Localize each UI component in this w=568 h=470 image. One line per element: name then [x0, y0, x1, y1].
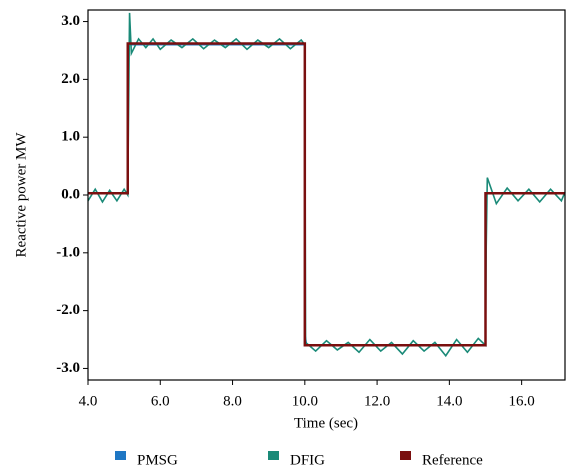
x-tick-label: 16.0 [509, 393, 535, 409]
legend-swatch [400, 451, 411, 460]
legend-label: PMSG [137, 452, 178, 468]
x-tick-label: 10.0 [292, 393, 318, 409]
x-tick-label: 6.0 [151, 393, 170, 409]
legend-swatch [115, 451, 126, 460]
x-tick-label: 14.0 [436, 393, 462, 409]
x-tick-label: 4.0 [79, 393, 98, 409]
series-line [87, 12, 566, 358]
plot-frame [87, 9, 566, 381]
x-tick-label: 8.0 [223, 393, 242, 409]
y-tick-label: -2.0 [56, 302, 80, 318]
legend-label: DFIG [290, 452, 325, 468]
legend-swatch [268, 451, 279, 460]
y-axis-label: Reactive power MW [13, 132, 29, 258]
series-line [88, 42, 565, 347]
y-tick-label: 0.0 [61, 186, 80, 202]
y-tick-label: 2.0 [61, 71, 80, 87]
y-tick-label: -1.0 [56, 244, 80, 260]
legend-label: Reference [422, 452, 483, 468]
y-tick-label: 1.0 [61, 129, 80, 145]
y-tick-label: 3.0 [61, 13, 80, 29]
y-tick-label: -3.0 [56, 360, 80, 376]
x-tick-label: 12.0 [364, 393, 390, 409]
x-axis-label: Time (sec) [294, 415, 358, 431]
